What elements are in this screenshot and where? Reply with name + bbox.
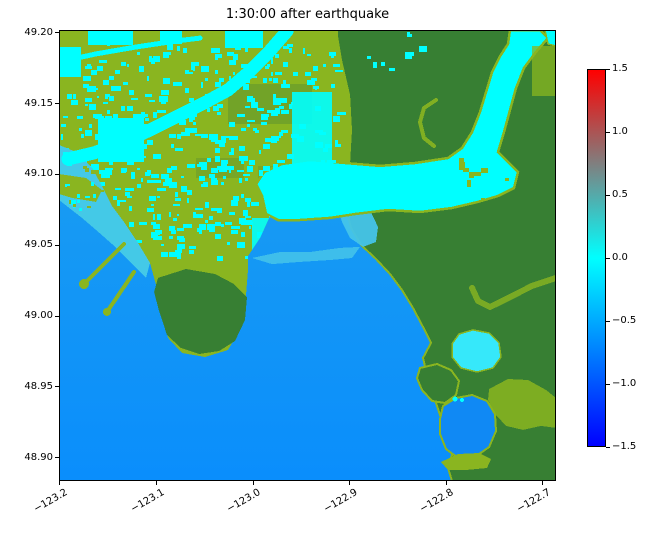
y-tick	[55, 173, 59, 175]
x-tick	[542, 481, 544, 485]
x-tick-label: −122.8	[418, 487, 456, 516]
colorbar-tick-label: −0.5	[612, 315, 637, 326]
colorbar-tick-label: −1.5	[612, 441, 637, 452]
map-region-river-valley	[469, 274, 556, 310]
x-tick	[445, 481, 447, 485]
map-region-terminal-2	[103, 307, 111, 316]
map-region-peninsula-upland	[154, 269, 247, 354]
x-tick	[156, 481, 158, 485]
x-tick-label: −122.7	[514, 487, 553, 516]
x-tick-label: −123.2	[31, 487, 70, 516]
map-region-harbor-water	[439, 393, 498, 459]
colorbar-tick	[606, 446, 610, 448]
map-region-causeway-2	[105, 270, 136, 314]
x-tick	[252, 481, 254, 485]
map-region-corner-flood	[544, 30, 556, 47]
y-tick-label: 49.00	[24, 310, 53, 322]
map-region-flood-blob-2	[292, 92, 332, 164]
map-region-flood-patch-top-3	[225, 30, 263, 48]
map-region-harbor-spit	[441, 453, 491, 470]
colorbar-tick	[606, 383, 610, 385]
x-tick	[349, 481, 351, 485]
y-tick-label: 49.05	[24, 239, 53, 251]
y-tick	[55, 32, 59, 34]
colorbar-tick	[606, 194, 610, 196]
x-tick-label: −123.1	[128, 487, 167, 516]
colorbar-tick	[606, 131, 610, 133]
colorbar-tick-label: 0.0	[612, 252, 628, 263]
map-region-terminal-1	[79, 279, 89, 289]
y-tick	[55, 457, 59, 459]
x-tick-label: −122.9	[321, 487, 360, 516]
colorbar	[587, 69, 606, 447]
map-region-river-loop	[418, 98, 438, 148]
x-tick	[59, 481, 61, 485]
colorbar-tick	[606, 68, 610, 70]
colorbar-tick-label: −1.0	[612, 378, 637, 389]
map-region-edge-lowland-block	[531, 46, 556, 96]
map-plot-area	[59, 30, 556, 481]
map-region-headland-upland	[415, 362, 461, 405]
y-tick-label: 49.20	[24, 26, 53, 38]
surface-elevation-map	[59, 30, 556, 481]
colorbar-tick-label: 0.5	[612, 189, 628, 200]
y-tick	[55, 244, 59, 246]
chart-title: 1:30:00 after earthquake	[225, 7, 390, 22]
map-region-flood-patch-top-1	[88, 30, 133, 45]
map-region-flood-patch-top-2	[160, 30, 182, 44]
colorbar-tick-label: 1.0	[612, 126, 628, 137]
map-region-flood-dot-1	[452, 396, 458, 402]
y-tick	[55, 103, 59, 105]
map-region-valley-lowland	[488, 379, 556, 430]
y-tick-label: 49.10	[24, 168, 53, 180]
map-region-bayshore-shallows	[252, 246, 360, 265]
y-tick-label: 49.15	[24, 97, 53, 109]
map-region-causeway-1	[82, 242, 126, 286]
y-tick-label: 48.90	[24, 451, 53, 463]
colorbar-tick	[606, 320, 610, 322]
y-tick	[55, 386, 59, 388]
flood-speckles-north-delta	[61, 44, 346, 176]
colorbar-tick	[606, 257, 610, 259]
y-tick-label: 48.95	[24, 380, 53, 392]
map-region-north-arm-river	[59, 35, 203, 65]
map-region-flood-dot-2	[460, 398, 464, 402]
colorbar-tick-label: 1.5	[612, 63, 628, 74]
map-region-flooded-bay-patch	[451, 329, 502, 373]
map-region-bog-patch-1	[228, 84, 312, 124]
x-tick-label: −123.0	[225, 487, 263, 516]
flood-speckles-upland	[367, 32, 427, 71]
y-tick	[55, 315, 59, 317]
